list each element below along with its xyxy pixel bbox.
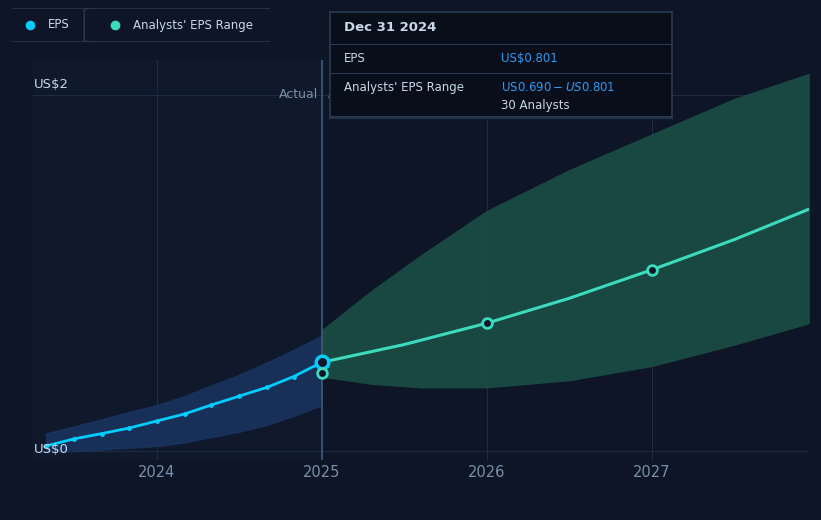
Text: Analysts' EPS Range: Analysts' EPS Range [344,81,464,94]
FancyBboxPatch shape [0,8,103,42]
Text: Analysts Forecasts: Analysts Forecasts [328,88,444,101]
Text: 30 Analysts: 30 Analysts [501,99,570,112]
Text: EPS: EPS [344,52,365,65]
Text: Analysts' EPS Range: Analysts' EPS Range [133,19,253,32]
Bar [33,60,322,460]
Text: Dec 31 2024: Dec 31 2024 [344,21,436,34]
Text: Actual: Actual [278,88,318,101]
Text: US$2: US$2 [34,78,69,91]
Text: US$0: US$0 [34,443,68,456]
Text: US$0.690 - US$0.801: US$0.690 - US$0.801 [501,81,616,94]
Text: EPS: EPS [48,19,70,32]
FancyBboxPatch shape [85,8,277,42]
Text: US$0.801: US$0.801 [501,52,557,65]
